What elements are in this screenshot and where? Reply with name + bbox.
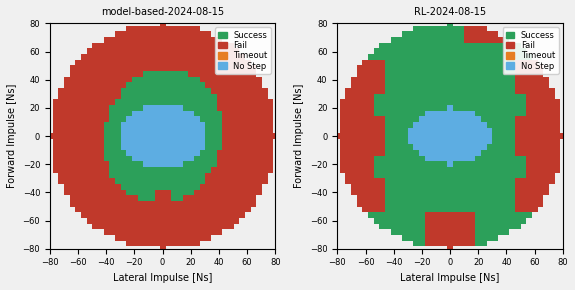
X-axis label: Lateral Impulse [Ns]: Lateral Impulse [Ns] (113, 273, 212, 283)
Y-axis label: Forward Impulse [Ns]: Forward Impulse [Ns] (294, 84, 304, 188)
Circle shape (50, 23, 275, 249)
Title: RL-2024-08-15: RL-2024-08-15 (414, 7, 486, 17)
Y-axis label: Forward Impulse [Ns]: Forward Impulse [Ns] (7, 84, 17, 188)
X-axis label: Lateral Impulse [Ns]: Lateral Impulse [Ns] (400, 273, 500, 283)
Title: model-based-2024-08-15: model-based-2024-08-15 (101, 7, 224, 17)
Legend: Success, Fail, Timeout, No Step: Success, Fail, Timeout, No Step (215, 28, 271, 74)
Legend: Success, Fail, Timeout, No Step: Success, Fail, Timeout, No Step (503, 28, 558, 74)
